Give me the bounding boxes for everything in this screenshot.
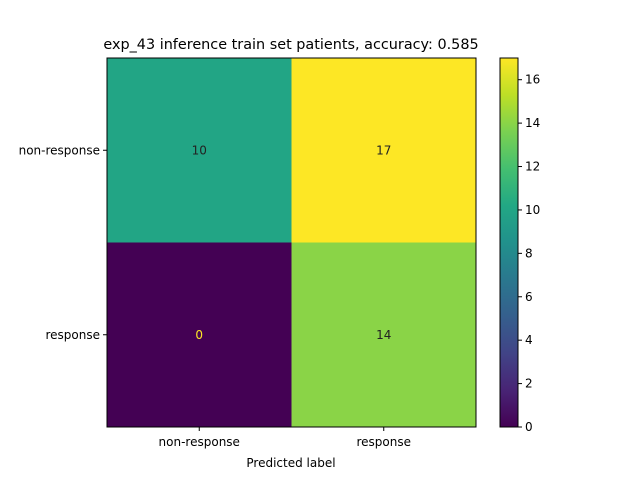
- x-tick-label-0: non-response: [159, 435, 240, 449]
- x-axis-ticks: non-response response: [159, 427, 411, 449]
- colorbar-tick-label-1: 2: [525, 377, 533, 391]
- chart-title: exp_43 inference train set patients, acc…: [103, 37, 478, 53]
- heatmap-cell-1-0: [107, 242, 292, 428]
- colorbar-tick-label-7: 14: [525, 116, 540, 130]
- colorbar-ticks: 0 2 4 6 8 10 12 14 16: [518, 73, 540, 434]
- colorbar-tick-label-8: 16: [525, 73, 540, 87]
- cell-value-label-1-0: 0: [195, 328, 203, 342]
- cell-value-label-1-1: 14: [376, 328, 391, 342]
- x-tick-label-1: response: [356, 435, 411, 449]
- heatmap-frame: [106, 57, 477, 428]
- heatmap-cell-0-1: [291, 58, 477, 243]
- colorbar-tick-label-0: 0: [525, 420, 533, 434]
- colorbar-tick-label-4: 8: [525, 246, 533, 260]
- y-tick-label-0: non-response: [19, 143, 100, 157]
- colorbar-tick-label-6: 12: [525, 160, 540, 174]
- y-axis-ticks: non-response response: [19, 143, 107, 342]
- heatmap-cell-labels: 10 17 0 14: [192, 143, 392, 342]
- cell-value-label-0-1: 17: [376, 143, 391, 157]
- heatmap-cell-0-0: [107, 58, 292, 243]
- y-tick-label-1: response: [45, 328, 100, 342]
- x-axis-label: Predicted label: [246, 456, 335, 470]
- heatmap-cell-1-1: [291, 242, 477, 428]
- colorbar-tick-label-5: 10: [525, 203, 540, 217]
- colorbar-tick-label-2: 4: [525, 333, 533, 347]
- heatmap-cells: [107, 58, 477, 428]
- cell-value-label-0-0: 10: [192, 143, 207, 157]
- colorbar-tick-label-3: 6: [525, 290, 533, 304]
- colorbar: [499, 57, 519, 428]
